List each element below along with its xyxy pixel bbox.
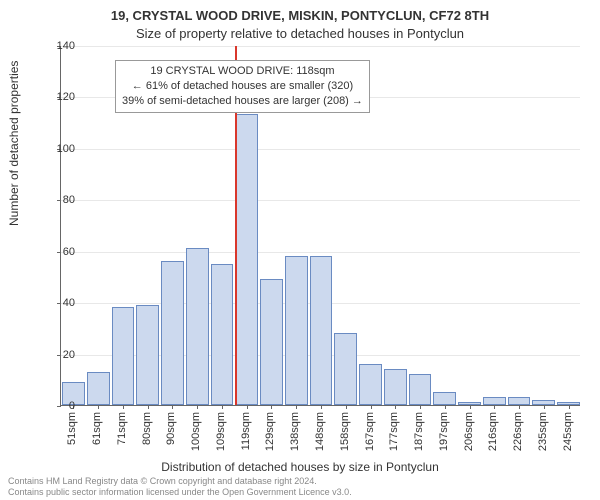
x-tick-label: 80sqm <box>141 412 153 445</box>
y-tick-label: 80 <box>45 194 75 206</box>
histogram-bar <box>384 369 407 405</box>
x-tick-mark <box>296 405 297 409</box>
x-tick-label: 71sqm <box>116 412 128 445</box>
histogram-bar <box>112 307 135 405</box>
x-tick-label: 177sqm <box>388 412 400 451</box>
histogram-bar <box>310 256 333 405</box>
histogram-bar <box>433 392 456 405</box>
histogram-bar <box>508 397 531 405</box>
y-axis-label: Number of detached properties <box>7 61 21 226</box>
y-tick-label: 120 <box>45 91 75 103</box>
x-tick-label: 109sqm <box>215 412 227 451</box>
x-tick-label: 235sqm <box>537 412 549 451</box>
x-tick-label: 61sqm <box>91 412 103 445</box>
y-tick-label: 140 <box>45 40 75 52</box>
x-tick-label: 216sqm <box>487 412 499 451</box>
histogram-bar <box>409 374 432 405</box>
x-tick-mark <box>197 405 198 409</box>
x-tick-mark <box>346 405 347 409</box>
x-tick-label: 119sqm <box>240 412 252 450</box>
x-tick-mark <box>494 405 495 409</box>
chart-title-line2: Size of property relative to detached ho… <box>0 26 600 41</box>
y-tick-label: 20 <box>45 349 75 361</box>
x-tick-mark <box>98 405 99 409</box>
x-tick-mark <box>470 405 471 409</box>
x-tick-mark <box>420 405 421 409</box>
grid-line <box>61 46 580 47</box>
y-tick-label: 100 <box>45 143 75 155</box>
x-tick-label: 148sqm <box>314 412 326 451</box>
histogram-bar <box>87 372 110 405</box>
footer-line-1: Contains HM Land Registry data © Crown c… <box>8 476 352 487</box>
x-tick-label: 129sqm <box>264 412 276 451</box>
x-tick-mark <box>445 405 446 409</box>
histogram-bar <box>161 261 184 405</box>
x-tick-mark <box>123 405 124 409</box>
annotation-line-1: 19 CRYSTAL WOOD DRIVE: 118sqm <box>122 64 363 79</box>
x-tick-mark <box>395 405 396 409</box>
chart-title-line1: 19, CRYSTAL WOOD DRIVE, MISKIN, PONTYCLU… <box>0 8 600 23</box>
annotation-line-2: ← 61% of detached houses are smaller (32… <box>122 79 363 94</box>
footer-attribution: Contains HM Land Registry data © Crown c… <box>8 476 352 498</box>
y-tick-label: 60 <box>45 246 75 258</box>
histogram-bar <box>136 305 159 405</box>
grid-line <box>61 252 580 253</box>
x-tick-mark <box>271 405 272 409</box>
x-axis-label: Distribution of detached houses by size … <box>0 460 600 474</box>
x-tick-label: 100sqm <box>190 412 202 451</box>
x-tick-mark <box>247 405 248 409</box>
x-tick-label: 167sqm <box>364 412 376 451</box>
x-tick-mark <box>569 405 570 409</box>
x-tick-mark <box>544 405 545 409</box>
x-tick-label: 158sqm <box>339 412 351 451</box>
histogram-bar <box>483 397 506 405</box>
annotation-line-3: 39% of semi-detached houses are larger (… <box>122 94 363 109</box>
histogram-bar <box>186 248 209 405</box>
histogram-chart: 19, CRYSTAL WOOD DRIVE, MISKIN, PONTYCLU… <box>0 0 600 500</box>
histogram-bar <box>334 333 357 405</box>
histogram-bar <box>359 364 382 405</box>
histogram-bar <box>285 256 308 405</box>
x-tick-mark <box>172 405 173 409</box>
x-tick-label: 138sqm <box>289 412 301 451</box>
x-tick-label: 226sqm <box>512 412 524 451</box>
x-tick-label: 206sqm <box>463 412 475 451</box>
y-tick-label: 0 <box>45 400 75 412</box>
x-tick-mark <box>321 405 322 409</box>
x-tick-label: 187sqm <box>413 412 425 451</box>
histogram-bar <box>260 279 283 405</box>
histogram-bar <box>235 114 258 405</box>
x-tick-mark <box>371 405 372 409</box>
footer-line-2: Contains public sector information licen… <box>8 487 352 498</box>
x-tick-mark <box>148 405 149 409</box>
annotation-box: 19 CRYSTAL WOOD DRIVE: 118sqm ← 61% of d… <box>115 60 370 113</box>
x-tick-label: 51sqm <box>66 412 78 445</box>
x-tick-label: 90sqm <box>165 412 177 445</box>
grid-line <box>61 149 580 150</box>
x-tick-mark <box>519 405 520 409</box>
y-tick-label: 40 <box>45 297 75 309</box>
x-tick-mark <box>222 405 223 409</box>
histogram-bar <box>211 264 234 405</box>
grid-line <box>61 200 580 201</box>
x-tick-label: 245sqm <box>562 412 574 451</box>
x-tick-label: 197sqm <box>438 412 450 451</box>
